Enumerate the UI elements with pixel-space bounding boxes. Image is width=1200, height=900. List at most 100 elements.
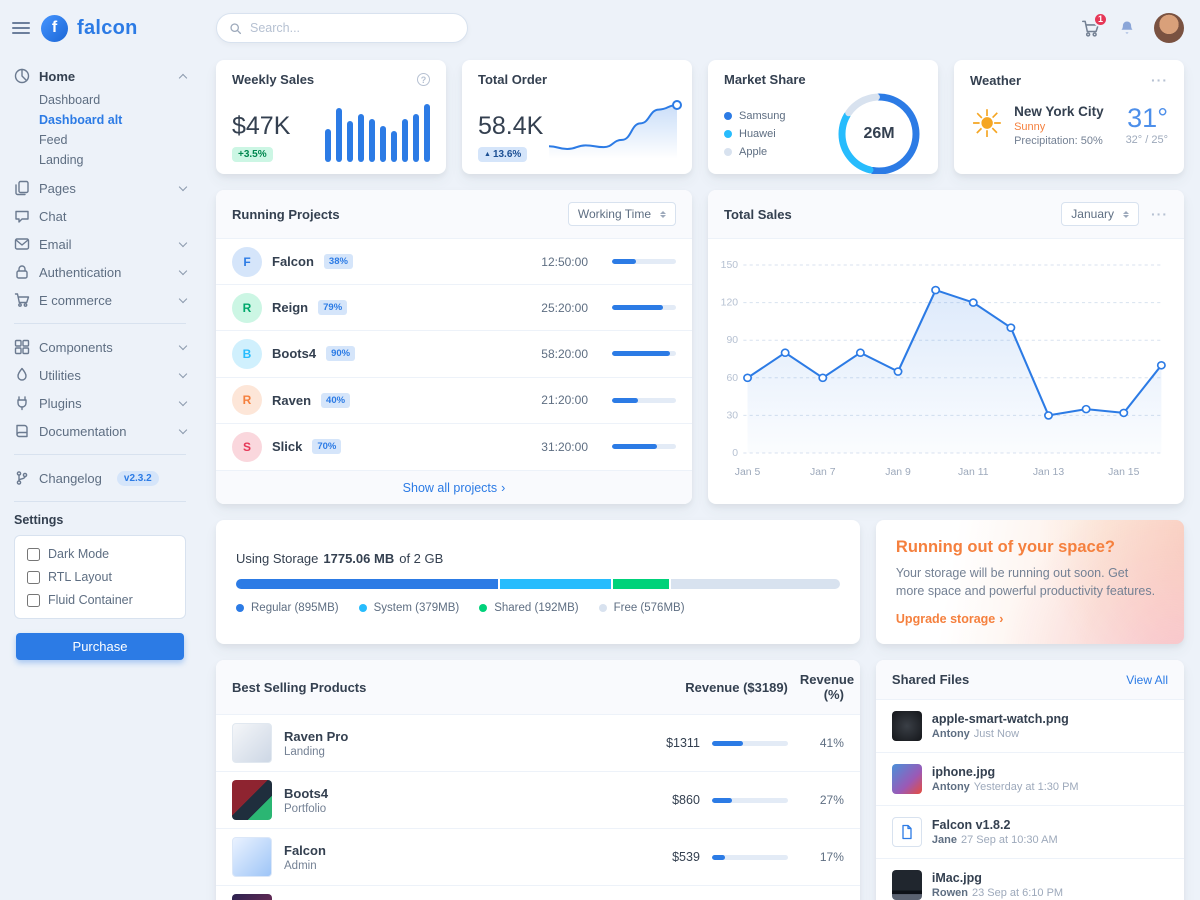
sidebar-item-plugins[interactable]: Plugins — [8, 389, 192, 417]
main-area: 1 Weekly Sales ? $47K — [200, 0, 1200, 900]
running-projects-list: F Falcon 38% 12:50:00 R Reign 79% 25:20:… — [216, 239, 692, 470]
legend-item: Regular (895MB) — [236, 602, 339, 614]
legend-item: System (379MB) — [358, 602, 459, 614]
sidebar-item-chat[interactable]: Chat — [8, 202, 192, 230]
table-row[interactable]: R Reign 79% 25:20:00 — [216, 285, 692, 332]
sidebar-item-dashboard-alt[interactable]: Dashboard alt — [39, 113, 123, 127]
chevron-down-icon — [178, 369, 188, 378]
search-icon — [229, 22, 242, 35]
dark-mode-checkbox[interactable] — [27, 547, 40, 561]
card-title: Shared Files — [891, 672, 970, 688]
table-row[interactable]: Boots4 Portfolio $860 27% — [216, 772, 860, 830]
progress-badge: 40% — [321, 392, 351, 408]
sidebar-item-label: Home — [39, 68, 76, 84]
total-sales-card: Total Sales January ··· 0 30 60 90 120 150 Jan… — [708, 190, 1184, 504]
month-select[interactable]: January — [1061, 202, 1139, 226]
list-item[interactable]: iphone.jpg Antony Yesterday at 1:30 PM — [875, 753, 1184, 807]
sidebar-item-landing[interactable]: Landing — [39, 153, 84, 167]
file-thumbnail — [891, 764, 922, 795]
svg-text:150: 150 — [721, 260, 739, 271]
info-icon[interactable]: ? — [417, 73, 430, 86]
table-row[interactable]: F Falcon 38% 12:50:00 — [216, 239, 692, 286]
legend-dot — [358, 603, 367, 612]
sidebar-item-utilities[interactable]: Utilities — [8, 361, 192, 389]
legend-dot — [724, 112, 732, 120]
progress-bar — [612, 351, 676, 357]
sidebar-item-ecommerce[interactable]: E commerce — [8, 286, 192, 314]
user-avatar[interactable] — [1154, 13, 1184, 43]
svg-text:Jan 15: Jan 15 — [1108, 467, 1140, 478]
upgrade-storage-link[interactable]: Upgrade storage › — [895, 612, 1004, 627]
show-all-projects-link[interactable]: Show all projects › — [402, 480, 506, 495]
sidebar-item-pages[interactable]: Pages — [8, 174, 192, 202]
view-all-link[interactable]: View All — [1126, 672, 1168, 687]
checkbox-label: Dark Mode — [48, 547, 110, 561]
best-selling-card: Best Selling Products Revenue ($3189) Re… — [216, 660, 860, 900]
sidebar-item-feed[interactable]: Feed — [39, 133, 68, 147]
sidebar-divider — [14, 501, 186, 502]
hamburger-menu-icon[interactable] — [12, 22, 30, 34]
fluid-container-checkbox[interactable] — [27, 593, 40, 607]
list-item[interactable]: apple-smart-watch.png Antony Just Now — [875, 700, 1184, 754]
sidebar-item-authentication[interactable]: Authentication — [8, 258, 192, 286]
settings-heading: Settings — [14, 513, 64, 527]
table-row[interactable]: B Boots4 90% 58:20:00 — [216, 331, 692, 378]
space-card-body: Your storage will be running out soon. G… — [895, 565, 1156, 599]
sun-icon: ☀ — [970, 104, 1005, 146]
table-row[interactable]: S Slick 70% 31:20:00 — [216, 424, 692, 470]
table-row[interactable]: Raven Pro Landing $1311 41% — [216, 715, 860, 773]
notifications-bell-button[interactable] — [1118, 19, 1136, 37]
cart-button[interactable]: 1 — [1081, 11, 1108, 38]
table-row[interactable]: Slick Builder $245 8% — [216, 886, 860, 900]
purchase-button[interactable]: Purchase — [16, 633, 184, 660]
storage-legend: Regular (895MB) System (379MB) Shared (1… — [236, 602, 840, 614]
working-time-select[interactable]: Working Time — [567, 202, 676, 226]
copy-icon — [14, 180, 30, 196]
project-avatar: R — [232, 292, 262, 323]
sidebar-item-documentation[interactable]: Documentation — [8, 417, 192, 445]
falcon-logo-icon[interactable]: f — [41, 14, 68, 42]
chevron-down-icon — [178, 266, 188, 275]
logo-text[interactable]: falcon — [77, 16, 138, 39]
chevron-down-icon — [178, 425, 188, 434]
progress-bar — [612, 305, 676, 311]
progress-bar — [612, 397, 676, 403]
sidebar-item-email[interactable]: Email — [8, 230, 192, 258]
column-header-percent: Revenue (%) — [799, 672, 855, 703]
dots-menu-button[interactable]: ··· — [1151, 206, 1168, 222]
settings-panel: Dark Mode RTL Layout Fluid Container — [14, 535, 186, 619]
legend-item: Huawei — [724, 128, 785, 140]
search-input[interactable] — [250, 21, 455, 35]
weather-temperature: 31° — [1127, 103, 1168, 134]
pie-chart-icon — [14, 68, 30, 84]
sort-arrows-icon — [660, 208, 666, 221]
svg-text:Jan 13: Jan 13 — [1033, 467, 1065, 478]
storage-row: Using Storage 1775.06 MB of 2 GB Regular… — [216, 519, 1184, 645]
list-item[interactable]: Falcon v1.8.2 Jane 27 Sep at 10:30 AM — [875, 806, 1184, 860]
total-order-value: 58.4K — [478, 112, 544, 140]
sidebar-item-home[interactable]: Home — [8, 62, 192, 90]
dots-menu-button[interactable]: ··· — [1151, 72, 1168, 88]
weekly-sales-value: $47K — [232, 112, 291, 140]
rtl-layout-checkbox[interactable] — [27, 570, 40, 584]
svg-text:Jan 11: Jan 11 — [958, 467, 989, 478]
file-thumbnail — [891, 870, 922, 900]
sidebar-item-changelog[interactable]: Changelog v2.3.2 — [8, 464, 192, 492]
sidebar-item-components[interactable]: Components — [8, 333, 192, 361]
card-title: Total Order — [478, 72, 548, 87]
card-title: Total Sales — [724, 206, 792, 222]
running-projects-card: Running Projects Working Time F Falcon 3… — [216, 190, 692, 504]
sidebar-item-label: Changelog — [39, 470, 102, 486]
chevron-right-icon: › — [501, 480, 506, 495]
project-avatar: R — [232, 385, 262, 416]
svg-text:0: 0 — [732, 448, 738, 459]
list-item[interactable]: iMac.jpg Rowen 23 Sep at 6:10 PM — [876, 859, 1184, 900]
table-row[interactable]: R Raven 40% 21:20:00 — [216, 378, 692, 424]
sidebar-item-dashboard[interactable]: Dashboard — [39, 93, 101, 107]
sidebar-item-label: Components — [39, 339, 113, 355]
project-avatar: S — [232, 431, 262, 462]
table-row[interactable]: Falcon Admin $539 17% — [216, 829, 860, 887]
chat-icon — [14, 208, 30, 224]
storage-total: of 2 GB — [399, 550, 444, 566]
svg-text:120: 120 — [721, 298, 739, 309]
